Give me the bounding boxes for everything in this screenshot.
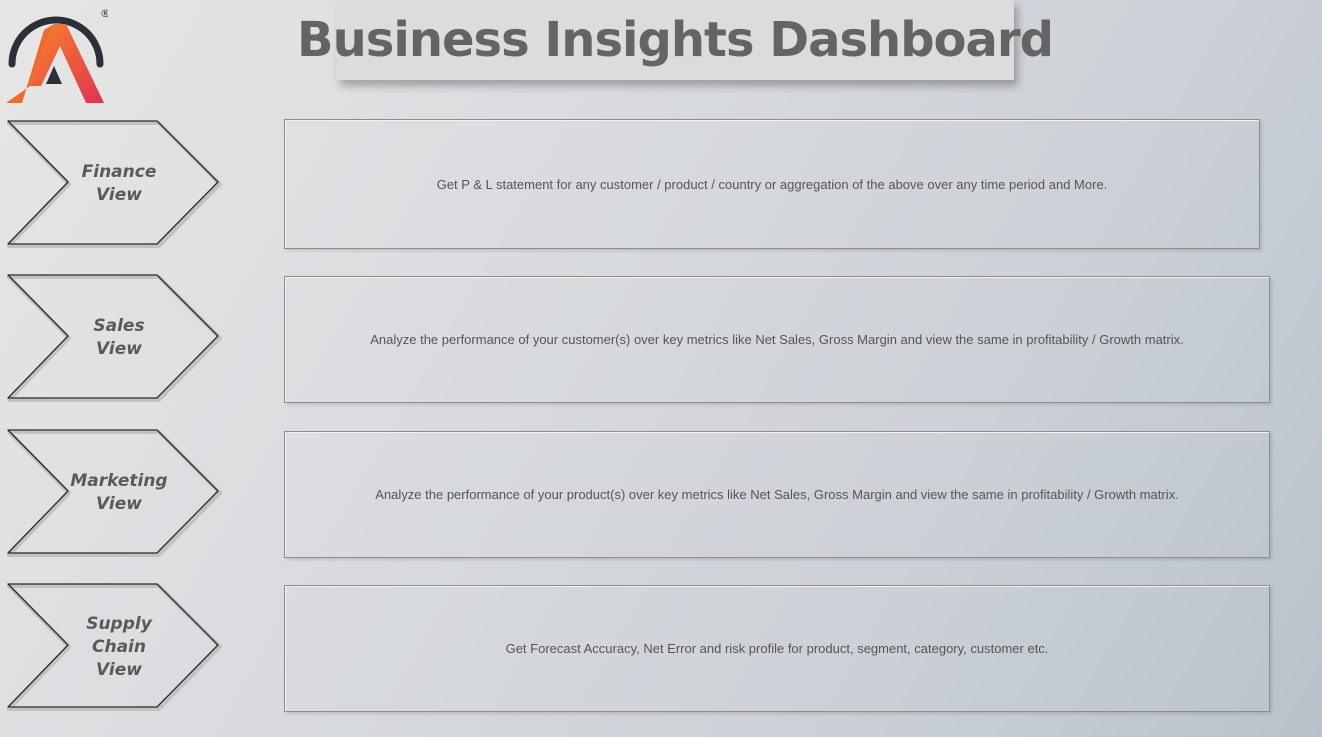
marketing-view-label: Marketing View [70, 471, 168, 514]
sales-description-box: Analyze the performance of your customer… [284, 276, 1270, 403]
chevron-shape [7, 274, 222, 402]
page-title: Business Insights Dashboard [297, 12, 1054, 68]
supply-chain-view-button[interactable]: Supply Chain View [6, 583, 222, 711]
finance-description: Get P & L statement for any customer / p… [436, 176, 1108, 192]
sales-view-label: Sales View [93, 316, 145, 359]
supply-chain-description-box: Get Forecast Accuracy, Net Error and ris… [284, 585, 1270, 712]
title-banner: Business Insights Dashboard [297, 0, 1054, 80]
sales-description: Analyze the performance of your customer… [370, 332, 1184, 347]
sales-view-button[interactable]: Sales View [6, 274, 222, 402]
chevron-shape [7, 429, 222, 557]
marketing-description-box: Analyze the performance of your product(… [284, 431, 1270, 558]
finance-description-box: Get P & L statement for any customer / p… [284, 119, 1260, 249]
supply-chain-view-label: Supply Chain View [86, 613, 152, 680]
marketing-description: Analyze the performance of your product(… [375, 487, 1179, 502]
chevron-shape [7, 120, 222, 248]
finance-view-label: Finance View [81, 162, 157, 205]
supply-chain-description: Get Forecast Accuracy, Net Error and ris… [505, 641, 1049, 656]
chevron-shape [7, 583, 222, 711]
marketing-view-button[interactable]: Marketing View [6, 429, 222, 557]
svg-text:®: ® [100, 7, 108, 20]
company-logo: ® [4, 4, 111, 106]
finance-view-button[interactable]: Finance View [6, 120, 222, 248]
